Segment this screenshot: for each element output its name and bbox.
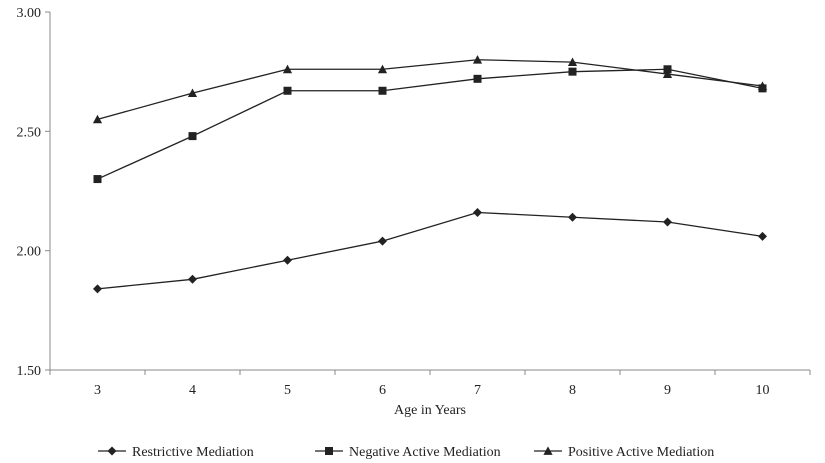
data-point-diamond xyxy=(568,212,577,222)
data-point-square xyxy=(188,132,197,141)
data-point-diamond xyxy=(758,231,767,241)
legend-marker-triangle xyxy=(543,446,553,455)
y-tick-label: 2.00 xyxy=(17,245,42,260)
y-tick-label: 3.00 xyxy=(17,6,42,21)
data-point-square xyxy=(378,86,387,95)
legend-label: Negative Active Mediation xyxy=(349,445,501,460)
series-group xyxy=(92,55,768,294)
y-tick-label: 2.50 xyxy=(17,125,42,140)
series-square xyxy=(93,65,767,184)
x-tick-label: 9 xyxy=(664,383,671,398)
data-point-triangle xyxy=(187,88,198,98)
legend-item: Restrictive Mediation xyxy=(98,445,254,460)
data-point-triangle xyxy=(92,114,103,124)
x-tick-label: 6 xyxy=(379,383,386,398)
series-line xyxy=(97,59,763,121)
data-point-triangle xyxy=(472,55,483,64)
x-tick-label: 7 xyxy=(474,383,481,398)
data-point-diamond xyxy=(188,274,197,284)
data-point-square xyxy=(283,86,292,95)
data-point-diamond xyxy=(93,284,102,294)
data-point-diamond xyxy=(283,255,292,265)
data-point-diamond xyxy=(378,236,387,246)
series-diamond xyxy=(93,207,767,294)
series-line xyxy=(97,68,763,180)
data-point-diamond xyxy=(473,207,482,217)
data-point-triangle xyxy=(282,64,293,74)
legend-marker-diamond xyxy=(107,446,117,456)
legend-label: Restrictive Mediation xyxy=(132,445,254,460)
data-point-triangle xyxy=(377,64,388,74)
x-tick-label: 10 xyxy=(756,383,770,398)
x-tick-label: 8 xyxy=(569,383,576,398)
series-line xyxy=(97,211,763,290)
data-point-triangle xyxy=(567,57,578,67)
axes: 1.50 2.00 2.50 3.00 3 4 5 6 7 8 9 10 xyxy=(17,6,811,398)
legend-label: Positive Active Mediation xyxy=(568,445,714,460)
legend-marker-square xyxy=(325,447,333,455)
data-point-diamond xyxy=(663,217,672,227)
legend-item: Negative Active Mediation xyxy=(315,445,501,460)
y-tick-label: 1.50 xyxy=(17,364,42,379)
legend: Restrictive Mediation Negative Active Med… xyxy=(98,445,714,460)
x-tick-label: 5 xyxy=(284,383,291,398)
legend-item: Positive Active Mediation xyxy=(534,445,714,460)
data-point-triangle xyxy=(757,81,768,90)
x-axis-title: Age in Years xyxy=(394,403,466,418)
x-tick-label: 3 xyxy=(94,383,101,398)
data-point-square xyxy=(663,65,672,74)
data-point-square xyxy=(473,74,482,83)
data-point-square xyxy=(93,175,102,184)
data-point-triangle xyxy=(662,69,673,78)
x-tick-label: 4 xyxy=(189,383,196,398)
series-triangle xyxy=(92,55,768,124)
data-point-square xyxy=(568,67,577,76)
